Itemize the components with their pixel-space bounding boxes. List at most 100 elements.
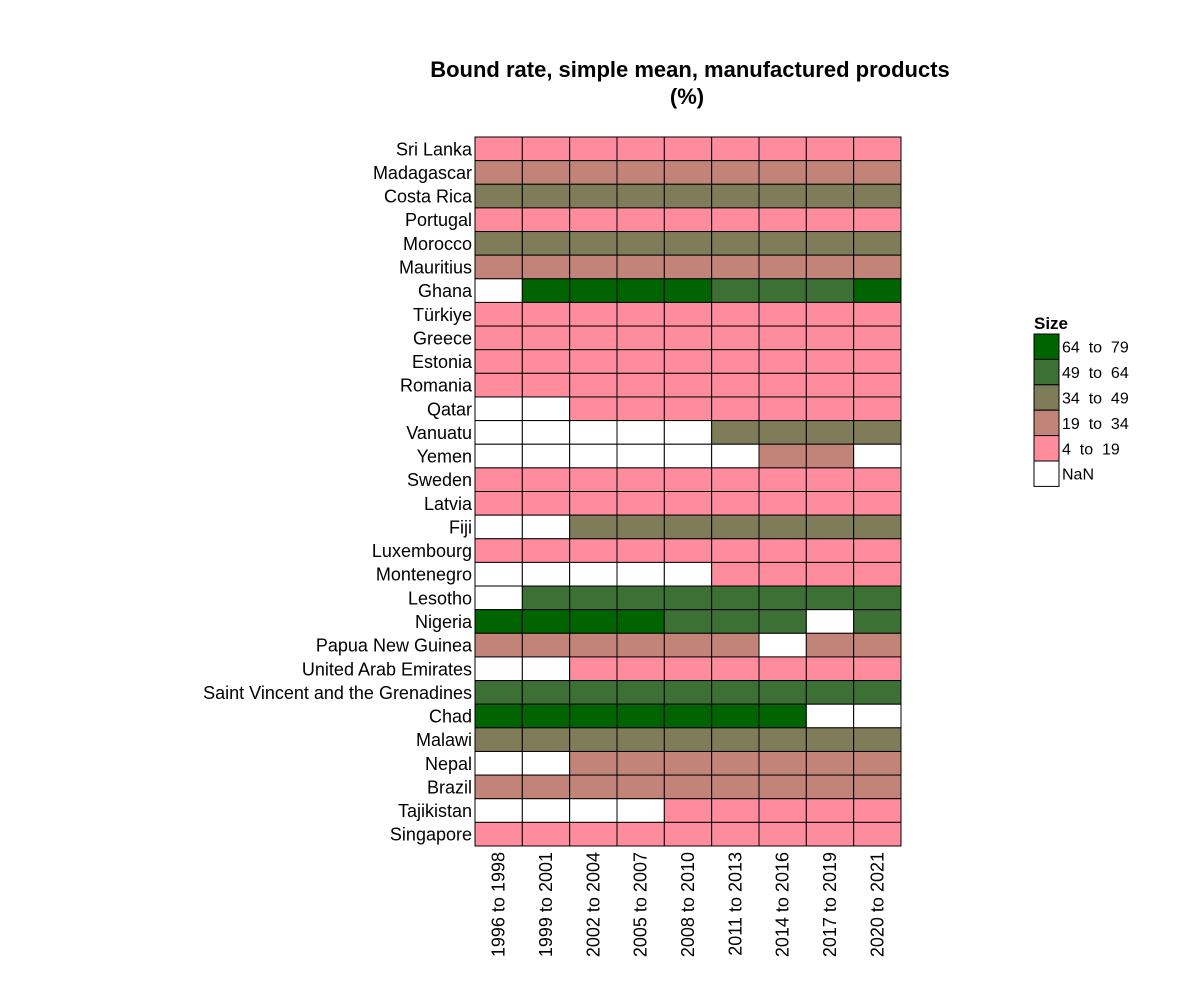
row-label: Romania [400,376,473,396]
heatmap-cell [474,491,523,516]
heatmap-cell [805,467,855,492]
column-labels: 1996 to 1998 1999 to 2001 2002 to 2004 2005… [489,852,888,957]
row-label: Greece [413,328,472,348]
heatmap-cell [853,183,902,209]
heatmap-cell [711,160,760,185]
row-label: Estonia [412,352,473,372]
heatmap-cell [474,514,523,540]
heatmap-cell [663,207,713,233]
heatmap-cell [663,609,713,634]
heatmap-cell [663,703,713,729]
heatmap-cell [758,231,807,256]
heatmap-cell [711,774,760,800]
heatmap-cell [758,420,807,445]
heatmap-cell [474,278,523,303]
heatmap-cell [853,396,902,422]
heatmap-cell [758,301,807,327]
heatmap-cell [521,680,571,705]
heatmap-cells [474,136,902,847]
row-label: Nepal [425,754,472,774]
row-label: Yemen [417,447,472,467]
heatmap-cell [805,821,855,847]
heatmap-cell [663,160,713,185]
heatmap-cell [758,750,807,776]
heatmap-cell [853,585,902,611]
heatmap-cell [616,538,665,563]
row-label: Tajikistan [398,801,472,821]
heatmap-cell [521,727,571,752]
heatmap-cell [663,396,713,422]
heatmap-cell [805,491,855,516]
heatmap-cell [474,656,523,682]
row-label: Morocco [403,234,472,254]
heatmap-cell [569,231,618,256]
heatmap-cell [758,443,807,469]
heatmap-cell [805,420,855,445]
legend-swatch [1033,435,1060,462]
heatmap-cell [474,609,523,634]
heatmap-cell [521,467,571,492]
heatmap-cell [758,372,807,398]
heatmap-cell [616,514,665,540]
heatmap-cell [616,207,665,233]
heatmap-cell [853,372,902,398]
heatmap-cell [663,656,713,682]
heatmap-cell [474,727,523,752]
heatmap-cell [853,821,902,847]
heatmap-cell [616,396,665,422]
heatmap-cell [758,491,807,516]
heatmap-cell [711,231,760,256]
column-label: 2020 to 2021 [867,852,887,957]
chart-title: Bound rate, simple mean, manufactured pr… [430,57,950,82]
heatmap-cell [616,325,665,351]
row-label: Costa Rica [384,187,473,207]
heatmap-cell [853,443,902,469]
heatmap-cell [663,727,713,752]
column-label: 2008 to 2010 [678,852,698,957]
heatmap-cell [616,420,665,445]
legend-label: 64 to 79 [1062,340,1129,357]
row-label: Montenegro [376,565,472,585]
heatmap-cell [569,420,618,445]
heatmap-cell [711,538,760,563]
heatmap-cell [521,491,571,516]
heatmap-cell [616,160,665,185]
legend-swatch [1033,333,1060,360]
heatmap-cell [569,396,618,422]
heatmap-cell [569,798,618,823]
heatmap-cell [569,160,618,185]
heatmap-cell [711,609,760,634]
heatmap-cell [758,467,807,492]
row-label: Lesotho [408,588,472,608]
legend-swatch [1033,409,1060,437]
heatmap-cell [521,207,571,233]
heatmap-cell [805,325,855,351]
heatmap-cell [474,231,523,256]
column-label: 1996 to 1998 [489,852,509,957]
heatmap-cell [663,254,713,280]
heatmap-cell [521,609,571,634]
heatmap-cell [805,372,855,398]
heatmap-cell [853,798,902,823]
legend-label: 4 to 19 [1062,441,1120,458]
heatmap-cell [663,372,713,398]
heatmap-cell [758,656,807,682]
heatmap-cell [474,798,523,823]
heatmap-cell [569,774,618,800]
heatmap-cell [569,703,618,729]
heatmap-cell [758,136,807,162]
heatmap-cell [711,467,760,492]
heatmap-cell [521,396,571,422]
heatmap-cell [805,538,855,563]
row-label: Ghana [418,281,473,301]
heatmap-cell [569,278,618,303]
heatmap-cell [616,609,665,634]
heatmap-cell [711,727,760,752]
heatmap-cell [853,254,902,280]
heatmap-cell [474,821,523,847]
heatmap-cell [569,183,618,209]
heatmap-cell [663,491,713,516]
heatmap-cell [616,750,665,776]
heatmap-cell [853,561,902,587]
heatmap-cell [853,609,902,634]
